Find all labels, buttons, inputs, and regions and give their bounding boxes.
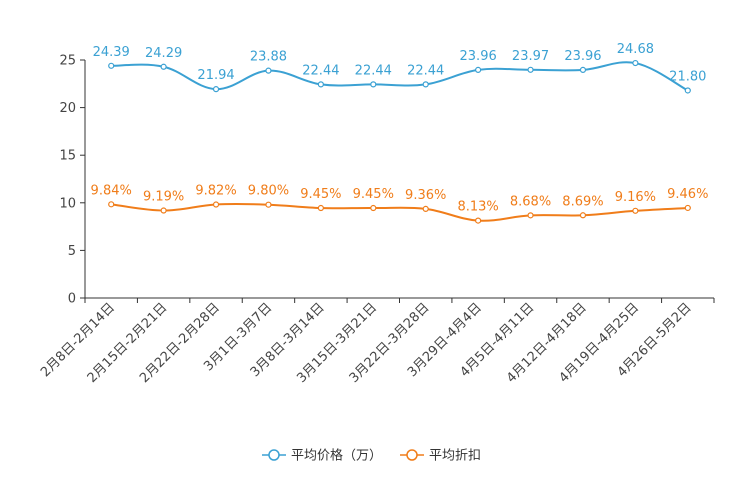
data-label: 9.36%	[405, 188, 446, 203]
data-point	[475, 66, 482, 74]
legend-label: 平均折扣	[429, 449, 481, 464]
data-label: 9.80%	[248, 184, 289, 199]
data-point	[527, 66, 534, 73]
data-point	[422, 205, 429, 212]
data-label: 8.13%	[457, 200, 498, 215]
data-point	[317, 81, 324, 88]
legend-item-1[interactable]: 平均价格（万）	[262, 448, 382, 464]
y-axis: 0 5 10 15 20 25	[59, 54, 86, 307]
data-point	[579, 212, 587, 219]
series-layer	[108, 59, 691, 224]
data-point	[317, 204, 324, 212]
data-label: 9.19%	[143, 190, 184, 205]
data-label: 23.96	[460, 49, 497, 64]
data-point	[632, 59, 639, 67]
data-point	[160, 207, 167, 214]
series-line-1	[111, 61, 689, 92]
legend-marker-icon	[268, 449, 280, 461]
data-label: 8.69%	[562, 194, 603, 209]
data-point	[579, 66, 587, 74]
y-tick-label: 15	[59, 149, 76, 164]
data-label: 23.88	[250, 50, 287, 65]
data-point	[527, 212, 534, 219]
data-point	[212, 86, 220, 93]
data-label: 9.16%	[615, 190, 656, 205]
legend-marker-icon	[406, 449, 418, 461]
legend-item-2[interactable]: 平均折扣	[400, 449, 481, 464]
data-label-layer: 24.39 24.29 21.94 23.88 22.44 22.44 22.44 23.96…	[91, 42, 709, 215]
data-label: 24.29	[145, 46, 182, 61]
data-point	[160, 63, 167, 70]
data-label: 9.84%	[91, 183, 132, 198]
data-point	[212, 201, 220, 208]
data-point	[265, 201, 272, 208]
data-label: 23.96	[564, 49, 601, 64]
data-label: 8.68%	[510, 194, 551, 209]
data-point	[108, 201, 115, 208]
data-label: 22.44	[302, 63, 339, 78]
data-point	[632, 207, 639, 214]
data-label: 21.80	[669, 69, 706, 84]
data-point	[684, 87, 691, 94]
data-label: 9.46%	[667, 187, 708, 202]
data-point	[475, 217, 482, 224]
data-label: 23.97	[512, 49, 549, 64]
y-tick-label: 20	[59, 101, 76, 116]
legend-label: 平均价格（万）	[291, 448, 382, 464]
data-point	[370, 204, 377, 212]
data-point	[684, 204, 691, 212]
series-line-2	[111, 202, 688, 222]
data-point	[108, 62, 115, 69]
data-label: 22.44	[407, 63, 444, 78]
data-label: 9.45%	[300, 187, 341, 202]
legend[interactable]: 平均价格（万） 平均折扣	[262, 448, 481, 464]
y-tick-label: 25	[59, 54, 76, 69]
data-label: 9.82%	[195, 184, 236, 199]
y-tick-label: 10	[59, 196, 76, 211]
data-point	[265, 67, 272, 74]
y-tick-label: 0	[68, 292, 76, 307]
data-label: 21.94	[197, 68, 234, 83]
data-point	[422, 81, 429, 88]
data-label: 22.44	[355, 63, 392, 78]
data-label: 9.45%	[353, 187, 394, 202]
x-axis: 2月8日-2月14日2月15日-2月21日2月22日-2月28日3月1日-3月7…	[38, 297, 715, 386]
data-label: 24.68	[617, 42, 654, 57]
y-tick-label: 5	[68, 244, 76, 259]
data-point	[370, 81, 377, 88]
data-label: 24.39	[93, 45, 130, 60]
